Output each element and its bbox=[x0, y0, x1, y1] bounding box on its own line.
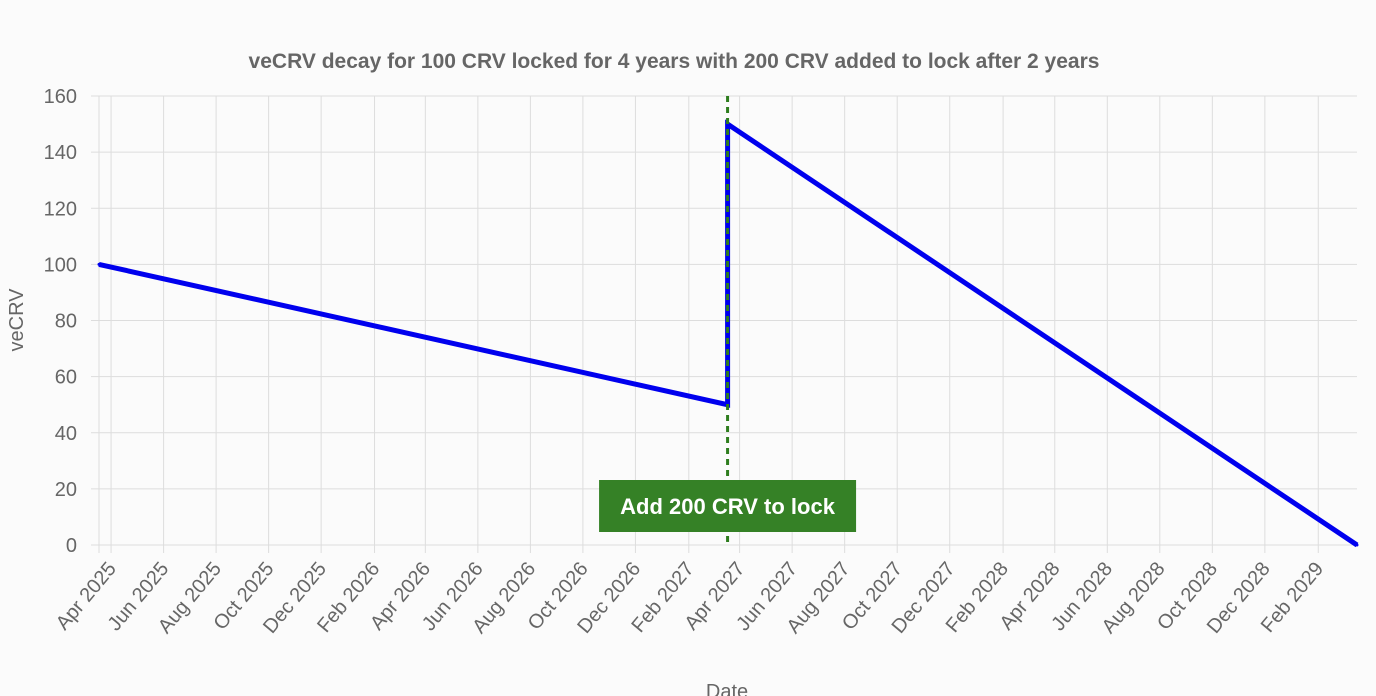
y-tick-label: 160 bbox=[44, 86, 77, 108]
y-tick-label: 20 bbox=[55, 479, 77, 501]
annotation-label: Add 200 CRV to lock bbox=[620, 494, 836, 519]
annotation-layer: Add 200 CRV to lock bbox=[599, 96, 857, 545]
y-tick-label: 100 bbox=[44, 254, 77, 276]
annotation-label-box bbox=[599, 480, 857, 532]
x-axis-title: Date bbox=[706, 681, 748, 696]
data-point bbox=[1355, 543, 1359, 547]
chart-title: veCRV decay for 100 CRV locked for 4 yea… bbox=[249, 50, 1100, 73]
y-tick-label: 120 bbox=[44, 198, 77, 220]
y-axis-ticks: 0 20 40 60 80 100 120 140 160 bbox=[44, 86, 77, 557]
y-tick-label: 80 bbox=[55, 311, 77, 333]
y-tick-label: 140 bbox=[44, 142, 77, 164]
gridlines bbox=[91, 95, 1357, 553]
y-axis-title: veCRV bbox=[6, 288, 28, 352]
y-tick-label: 0 bbox=[66, 535, 77, 557]
y-tick-label: 40 bbox=[55, 423, 77, 445]
data-point bbox=[97, 262, 101, 266]
y-tick-label: 60 bbox=[55, 367, 77, 389]
